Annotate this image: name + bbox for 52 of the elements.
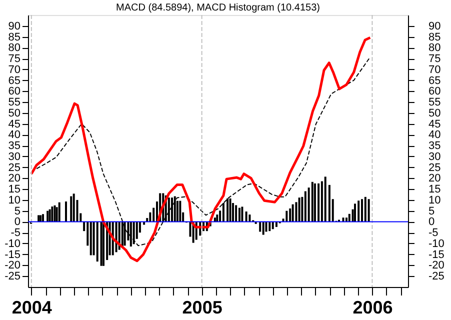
y-tick-label: -5 (10, 227, 20, 240)
y2-tick-label: 55 (428, 96, 441, 109)
y-tick-label: 35 (8, 140, 20, 152)
y2-tick-label: 50 (428, 107, 441, 120)
y2-tick-label: 40 (428, 129, 441, 142)
y-tick-label: 45 (8, 118, 20, 130)
y-tick-label: -15 (4, 248, 20, 261)
y2-tick-label: 35 (428, 140, 441, 152)
y-tick-label: 75 (8, 53, 20, 66)
y-tick-label: -20 (4, 260, 20, 272)
x-tick-label: 2006 (352, 298, 393, 318)
y-tick-label: 85 (8, 31, 20, 44)
y2-tick-label: 15 (428, 184, 441, 196)
y-tick-label: 25 (8, 162, 20, 174)
y2-tick-label: 20 (428, 172, 441, 185)
y2-tick-label: 90 (428, 20, 441, 32)
y2-tick-label: 0 (428, 216, 435, 228)
y2-tick-label: 65 (428, 74, 441, 87)
y2-tick-label: 25 (428, 162, 441, 174)
y2-tick-label: -15 (428, 248, 444, 261)
y2-tick-label: -5 (428, 227, 438, 240)
y-tick-label: 15 (8, 184, 20, 196)
y-tick-label: -25 (4, 270, 20, 283)
y2-tick-label: -25 (428, 270, 444, 283)
y2-tick-label: 60 (428, 86, 441, 98)
y-tick-label: 30 (8, 150, 20, 163)
y-tick-label: 90 (8, 20, 20, 32)
y-tick-label: 5 (14, 205, 20, 218)
y-tick-label: 55 (8, 96, 20, 109)
y2-tick-label: -20 (428, 260, 444, 272)
x-tick-label: 2005 (182, 298, 222, 318)
y2-tick-label: 45 (428, 118, 441, 130)
y2-tick-label: 80 (428, 42, 441, 54)
x-tick-label: 2004 (12, 298, 52, 318)
y-tick-label: 20 (8, 172, 20, 185)
y-tick-label: 50 (8, 107, 20, 120)
chart-title: MACD (84.5894), MACD Histogram (10.4153) (116, 2, 320, 14)
y2-tick-label: 70 (428, 64, 441, 76)
y2-tick-label: -10 (428, 238, 444, 250)
y-tick-label: 0 (14, 216, 20, 228)
y2-tick-label: 30 (428, 150, 441, 163)
y-tick-label: 40 (8, 129, 20, 142)
y-tick-label: 10 (8, 194, 20, 206)
y-tick-label: 70 (8, 64, 20, 76)
y2-tick-label: 10 (428, 194, 441, 206)
y-tick-label: 60 (8, 86, 20, 98)
y-tick-label: 80 (8, 42, 20, 54)
y-tick-label: -10 (4, 238, 20, 250)
y-tick-label: 65 (8, 74, 20, 87)
y2-tick-label: 85 (428, 31, 441, 44)
y2-tick-label: 75 (428, 53, 441, 66)
y2-tick-label: 5 (428, 205, 435, 218)
